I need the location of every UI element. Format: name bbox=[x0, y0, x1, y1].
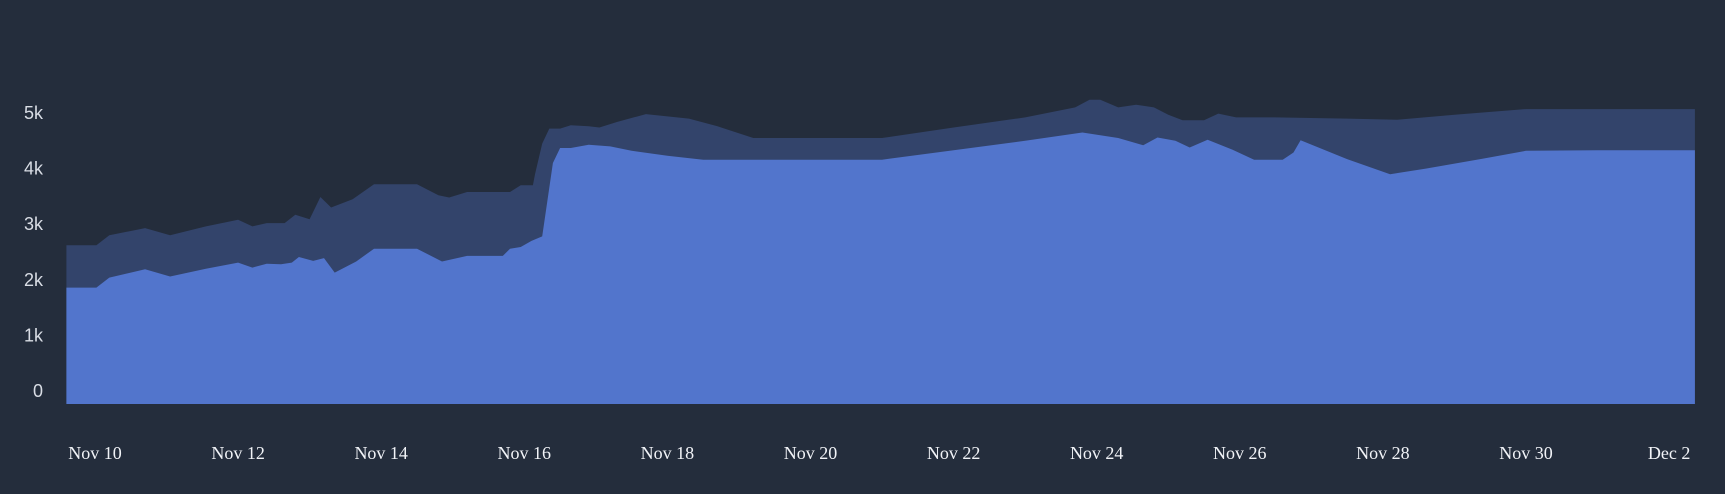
x-tick-label-2: Nov 14 bbox=[354, 443, 408, 463]
y-tick-label-0: 0 bbox=[33, 381, 43, 401]
x-tick-label-1: Nov 12 bbox=[211, 443, 265, 463]
x-tick-label-10: Nov 30 bbox=[1499, 443, 1553, 463]
area-series-lower bbox=[66, 132, 1695, 404]
x-tick-label-7: Nov 24 bbox=[1070, 443, 1124, 463]
x-tick-label-9: Nov 28 bbox=[1356, 443, 1410, 463]
x-tick-label-11: Dec 2 bbox=[1648, 443, 1690, 463]
x-tick-label-6: Nov 22 bbox=[927, 443, 981, 463]
x-tick-label-3: Nov 16 bbox=[498, 443, 552, 463]
x-tick-label-8: Nov 26 bbox=[1213, 443, 1267, 463]
y-tick-label-3: 3k bbox=[24, 214, 44, 234]
x-tick-label-5: Nov 20 bbox=[784, 443, 838, 463]
y-tick-label-5: 5k bbox=[24, 103, 44, 123]
area-series-group bbox=[66, 99, 1695, 404]
y-axis: 0 1k 2k 3k 4k 5k bbox=[24, 103, 44, 401]
y-tick-label-4: 4k bbox=[24, 159, 44, 179]
y-tick-label-1: 1k bbox=[24, 325, 44, 345]
y-tick-label-2: 2k bbox=[24, 270, 44, 290]
x-tick-label-0: Nov 10 bbox=[68, 443, 122, 463]
x-tick-label-4: Nov 18 bbox=[641, 443, 695, 463]
x-axis: Nov 10 Nov 12 Nov 14 Nov 16 Nov 18 Nov 20 Nov … bbox=[68, 443, 1690, 463]
